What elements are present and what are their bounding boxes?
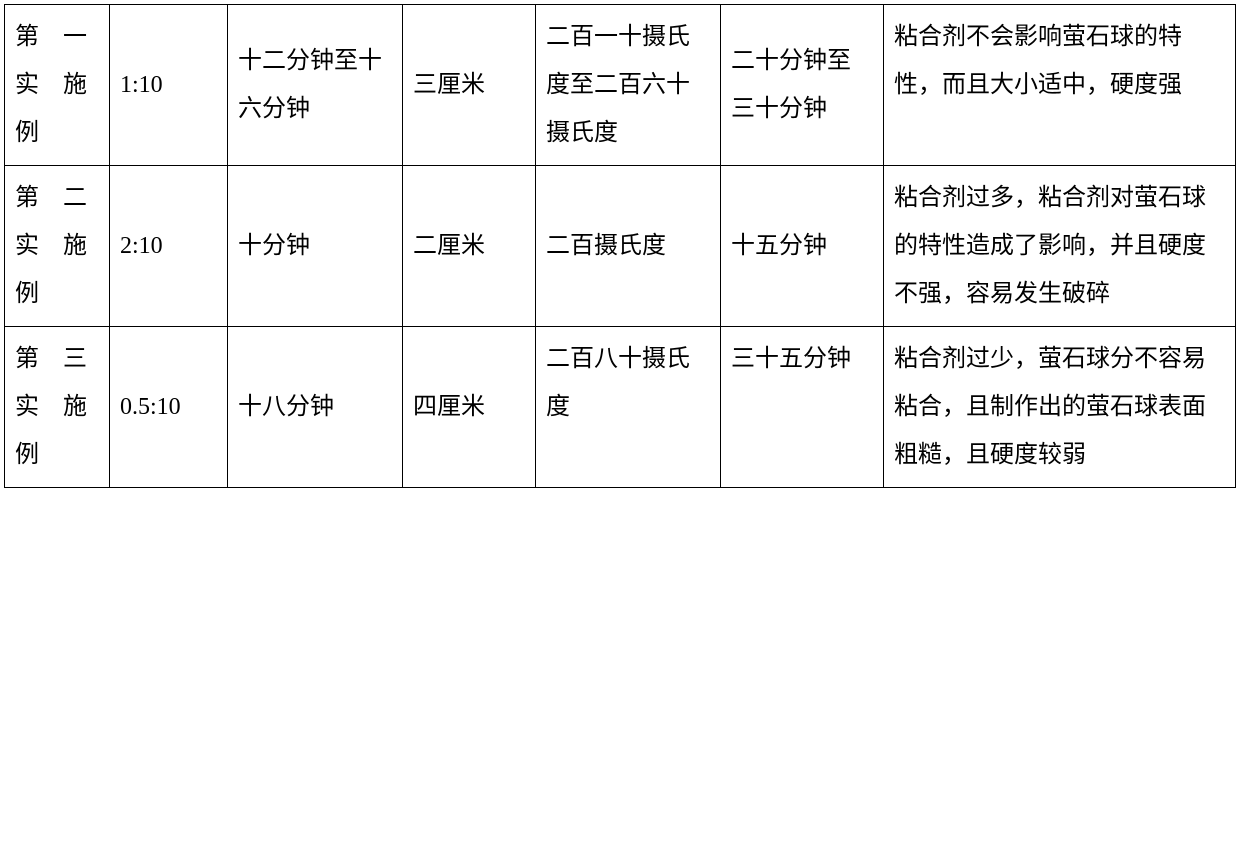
cell-ratio: 1:10 — [110, 5, 228, 166]
cell-example-label: 第 一 实 施 例 — [5, 5, 110, 166]
cell-temperature: 二百八十摄氏度 — [536, 327, 721, 488]
cell-line: 第 三 — [15, 335, 99, 383]
cell-temperature: 二百一十摄氏度至二百六十摄氏度 — [536, 5, 721, 166]
cell-result: 粘合剂过多，粘合剂对萤石球的特性造成了影响，并且硬度不强，容易发生破碎 — [884, 166, 1236, 327]
cell-result: 粘合剂过少，萤石球分不容易粘合，且制作出的萤石球表面粗糙，且硬度较弱 — [884, 327, 1236, 488]
cell-line: 例 — [15, 270, 99, 318]
cell-duration-2: 十五分钟 — [721, 166, 884, 327]
cell-duration-2: 二十分钟至三十分钟 — [721, 5, 884, 166]
cell-line: 实 施 — [15, 383, 99, 431]
cell-duration-1: 十分钟 — [228, 166, 403, 327]
cell-line: 第 二 — [15, 174, 99, 222]
cell-line: 实 施 — [15, 61, 99, 109]
cell-duration-2: 三十五分钟 — [721, 327, 884, 488]
table-row: 第 二 实 施 例 2:10 十分钟 二厘米 二百摄氏度 十五分钟 粘合剂过多，… — [5, 166, 1236, 327]
cell-size: 三厘米 — [403, 5, 536, 166]
table-row: 第 三 实 施 例 0.5:10 十八分钟 四厘米 二百八十摄氏度 三十五分钟 … — [5, 327, 1236, 488]
cell-example-label: 第 二 实 施 例 — [5, 166, 110, 327]
cell-line: 实 施 — [15, 222, 99, 270]
cell-line: 例 — [15, 431, 99, 479]
cell-duration-1: 十二分钟至十六分钟 — [228, 5, 403, 166]
cell-ratio: 0.5:10 — [110, 327, 228, 488]
cell-temperature: 二百摄氏度 — [536, 166, 721, 327]
cell-example-label: 第 三 实 施 例 — [5, 327, 110, 488]
cell-duration-1: 十八分钟 — [228, 327, 403, 488]
table-row: 第 一 实 施 例 1:10 十二分钟至十六分钟 三厘米 二百一十摄氏度至二百六… — [5, 5, 1236, 166]
cell-size: 四厘米 — [403, 327, 536, 488]
cell-line: 第 一 — [15, 13, 99, 61]
cell-ratio: 2:10 — [110, 166, 228, 327]
cell-line: 例 — [15, 109, 99, 157]
data-table: 第 一 实 施 例 1:10 十二分钟至十六分钟 三厘米 二百一十摄氏度至二百六… — [4, 4, 1236, 488]
cell-result: 粘合剂不会影响萤石球的特性，而且大小适中，硬度强 — [884, 5, 1236, 166]
table-body: 第 一 实 施 例 1:10 十二分钟至十六分钟 三厘米 二百一十摄氏度至二百六… — [5, 5, 1236, 488]
cell-size: 二厘米 — [403, 166, 536, 327]
